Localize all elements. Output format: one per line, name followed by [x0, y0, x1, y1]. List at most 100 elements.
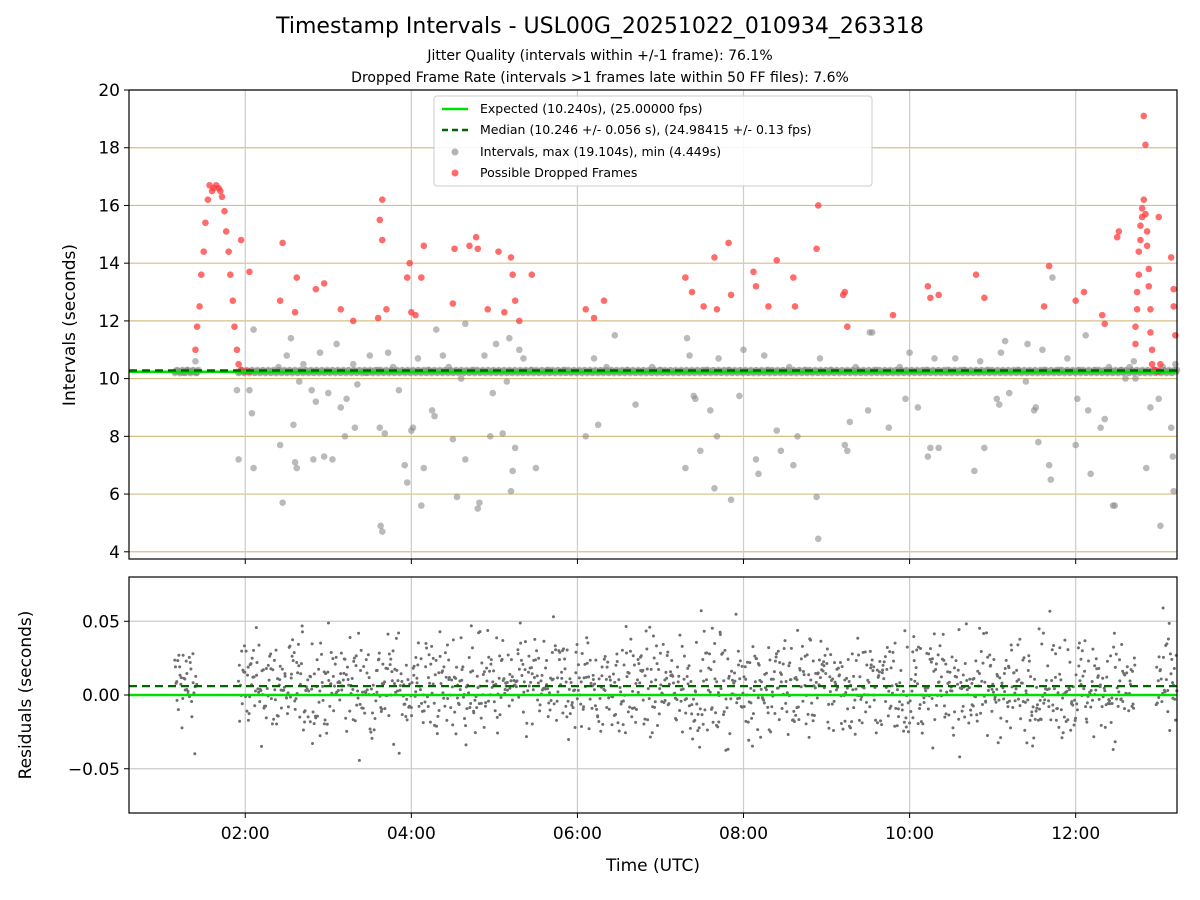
- interval-point: [1001, 337, 1009, 345]
- legend-dropped-label: Possible Dropped Frames: [480, 165, 637, 180]
- residual-point: [1085, 701, 1089, 705]
- residual-point: [431, 682, 435, 686]
- residual-point: [912, 635, 916, 639]
- residual-point: [569, 681, 573, 685]
- residual-point: [1068, 688, 1072, 692]
- residual-point: [805, 653, 809, 657]
- residual-point: [460, 668, 464, 672]
- residual-point: [345, 665, 349, 669]
- residual-point: [930, 657, 934, 661]
- residual-point: [1057, 725, 1061, 729]
- interval-point: [291, 459, 299, 466]
- residual-point: [494, 682, 498, 686]
- interval-point: [902, 395, 909, 403]
- residual-point: [958, 755, 962, 759]
- interval-point: [351, 424, 359, 431]
- residual-point: [1035, 685, 1039, 689]
- residual-point: [301, 728, 305, 732]
- residual-point: [571, 706, 575, 710]
- residual-point: [722, 679, 726, 683]
- residual-point: [827, 726, 831, 730]
- residual-point: [247, 712, 251, 716]
- residual-point: [274, 648, 278, 652]
- residual-point: [441, 691, 445, 695]
- residual-point: [289, 676, 293, 680]
- residual-point: [278, 664, 282, 668]
- interval-point: [1064, 355, 1071, 362]
- residual-point: [1065, 689, 1069, 693]
- residual-point: [533, 637, 537, 641]
- dropped-frame-point: [197, 271, 205, 279]
- interval-point: [233, 386, 241, 394]
- x-tick-label: 06:00: [553, 824, 602, 844]
- interval-point: [752, 456, 760, 463]
- interval-point: [476, 499, 483, 507]
- residual-point: [178, 665, 182, 669]
- interval-point: [310, 456, 317, 463]
- residual-point: [787, 664, 791, 668]
- residual-point: [311, 710, 315, 714]
- residual-point: [300, 624, 304, 628]
- residual-point: [815, 696, 819, 700]
- residual-point: [675, 698, 679, 702]
- residual-point: [530, 722, 534, 726]
- residual-point: [834, 688, 838, 692]
- residual-point: [175, 698, 179, 702]
- dropped-frame-point: [1142, 141, 1149, 149]
- residual-point: [1131, 669, 1135, 673]
- residual-point: [405, 718, 409, 722]
- dropped-frame-point: [237, 236, 245, 244]
- interval-point: [418, 502, 425, 509]
- residual-point: [887, 689, 891, 693]
- residual-point: [558, 650, 562, 654]
- residual-point: [603, 655, 607, 659]
- residual-point: [1084, 717, 1088, 721]
- residual-point: [484, 701, 488, 705]
- residual-point: [877, 670, 881, 674]
- residual-point: [488, 669, 492, 673]
- interval-point: [509, 467, 516, 475]
- residual-point: [359, 648, 363, 652]
- residual-point: [554, 648, 558, 652]
- residual-point: [342, 671, 346, 675]
- residual-point: [492, 669, 496, 673]
- residual-point: [621, 699, 625, 703]
- interval-point: [692, 395, 699, 403]
- residual-point: [291, 659, 295, 663]
- residual-point: [1054, 718, 1058, 722]
- residual-point: [1165, 642, 1169, 646]
- residual-point: [740, 664, 744, 668]
- residual-point: [911, 650, 915, 654]
- residual-point: [1051, 709, 1055, 713]
- residual-point: [934, 704, 938, 708]
- residual-point: [639, 654, 643, 658]
- residual-point: [540, 673, 544, 677]
- residual-point: [371, 683, 375, 687]
- residual-point: [465, 707, 469, 711]
- residual-point: [943, 715, 947, 719]
- residual-point: [365, 671, 369, 675]
- residual-point: [679, 699, 683, 703]
- interval-point: [755, 470, 762, 478]
- residual-point: [1016, 697, 1020, 701]
- residual-point: [712, 660, 716, 664]
- dropped-frame-point: [1147, 306, 1154, 313]
- residual-point: [1074, 716, 1078, 720]
- residual-point: [350, 676, 354, 680]
- interval-point: [1049, 274, 1056, 281]
- residual-point: [345, 729, 349, 733]
- residual-point: [369, 687, 373, 691]
- residual-point: [1114, 652, 1118, 656]
- residual-point: [252, 675, 256, 679]
- residual-point: [704, 678, 708, 682]
- residual-point: [426, 704, 430, 708]
- residual-point: [900, 703, 904, 707]
- residual-point: [869, 666, 873, 670]
- residual-point: [632, 663, 636, 667]
- residual-point: [800, 644, 804, 648]
- residual-point: [1074, 673, 1078, 677]
- interval-point: [250, 464, 257, 472]
- residual-point: [424, 642, 428, 646]
- residual-point: [176, 708, 180, 712]
